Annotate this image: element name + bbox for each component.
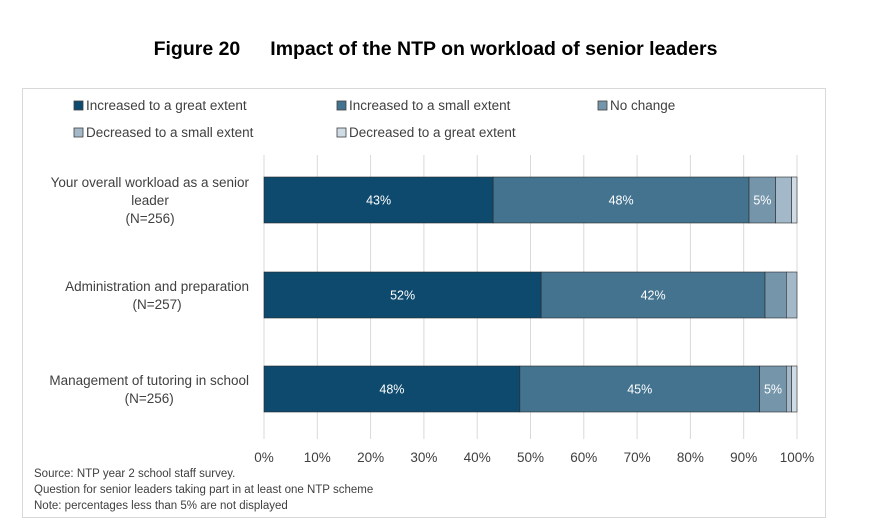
legend-label: Decreased to a small extent (86, 125, 254, 140)
bar-segment (492, 176, 750, 224)
x-tick-label: 70% (624, 450, 651, 465)
x-tick-label: 10% (304, 450, 331, 465)
bar-segment (263, 271, 542, 319)
legend-swatch (336, 127, 347, 138)
x-tick-label: 30% (410, 450, 437, 465)
legend-swatch (73, 100, 84, 111)
category-label: leader (131, 193, 169, 208)
chart-frame (22, 88, 826, 518)
threshold-note: Note: percentages less than 5% are not d… (34, 500, 288, 512)
bar-segment (263, 365, 521, 413)
category-label: (N=256) (125, 391, 174, 406)
x-tick-label: 60% (570, 450, 597, 465)
bar-segment (748, 176, 776, 224)
bar-segment (791, 365, 798, 413)
chart-notes: Source: NTP year 2 school staff survey. … (34, 466, 373, 514)
bar-value-label: 48% (609, 194, 634, 208)
question-note: Question for senior leaders taking part … (34, 484, 374, 496)
bar-value-label: 42% (641, 289, 666, 303)
bar-value-label: 43% (366, 194, 391, 208)
legend-label: Decreased to a great extent (349, 125, 516, 140)
bar-segment (764, 271, 787, 319)
bar-segment (786, 365, 792, 413)
bar-value-label: 5% (764, 383, 782, 397)
legend-label: Increased to a small extent (349, 98, 511, 113)
figure-number: Figure 20 (153, 38, 241, 60)
category-label: (N=256) (125, 211, 174, 226)
legend-label: No change (610, 98, 675, 113)
bar-segment (540, 271, 766, 319)
bar-segment (519, 365, 760, 413)
bar-segment (791, 176, 798, 224)
legend-swatch (73, 127, 84, 138)
legend-label: Increased to a great extent (86, 98, 247, 113)
bar-value-label: 52% (390, 289, 415, 303)
x-tick-label: 80% (677, 450, 704, 465)
figure-title-text: Impact of the NTP on workload of senior … (270, 38, 718, 60)
category-label: Management of tutoring in school (49, 373, 249, 388)
legend-swatch (336, 100, 347, 111)
x-tick-label: 0% (254, 450, 274, 465)
bar-value-label: 45% (627, 383, 652, 397)
category-label: Administration and preparation (65, 279, 249, 294)
x-tick-label: 100% (780, 450, 815, 465)
bar-value-label: 48% (379, 383, 404, 397)
source-note: Source: NTP year 2 school staff survey. (34, 468, 236, 480)
bar-segment (786, 271, 798, 319)
category-label: (N=257) (132, 297, 181, 312)
bar-segment (263, 176, 494, 224)
x-tick-label: 90% (730, 450, 757, 465)
x-tick-label: 20% (357, 450, 384, 465)
x-tick-label: 50% (517, 450, 544, 465)
bar-value-label: 5% (753, 194, 771, 208)
category-label: Your overall workload as a senior (51, 175, 250, 190)
bar-segment (775, 176, 792, 224)
legend-swatch (597, 100, 608, 111)
figure-title: Figure 20 Impact of the NTP on workload o… (0, 38, 871, 61)
x-tick-label: 40% (464, 450, 491, 465)
